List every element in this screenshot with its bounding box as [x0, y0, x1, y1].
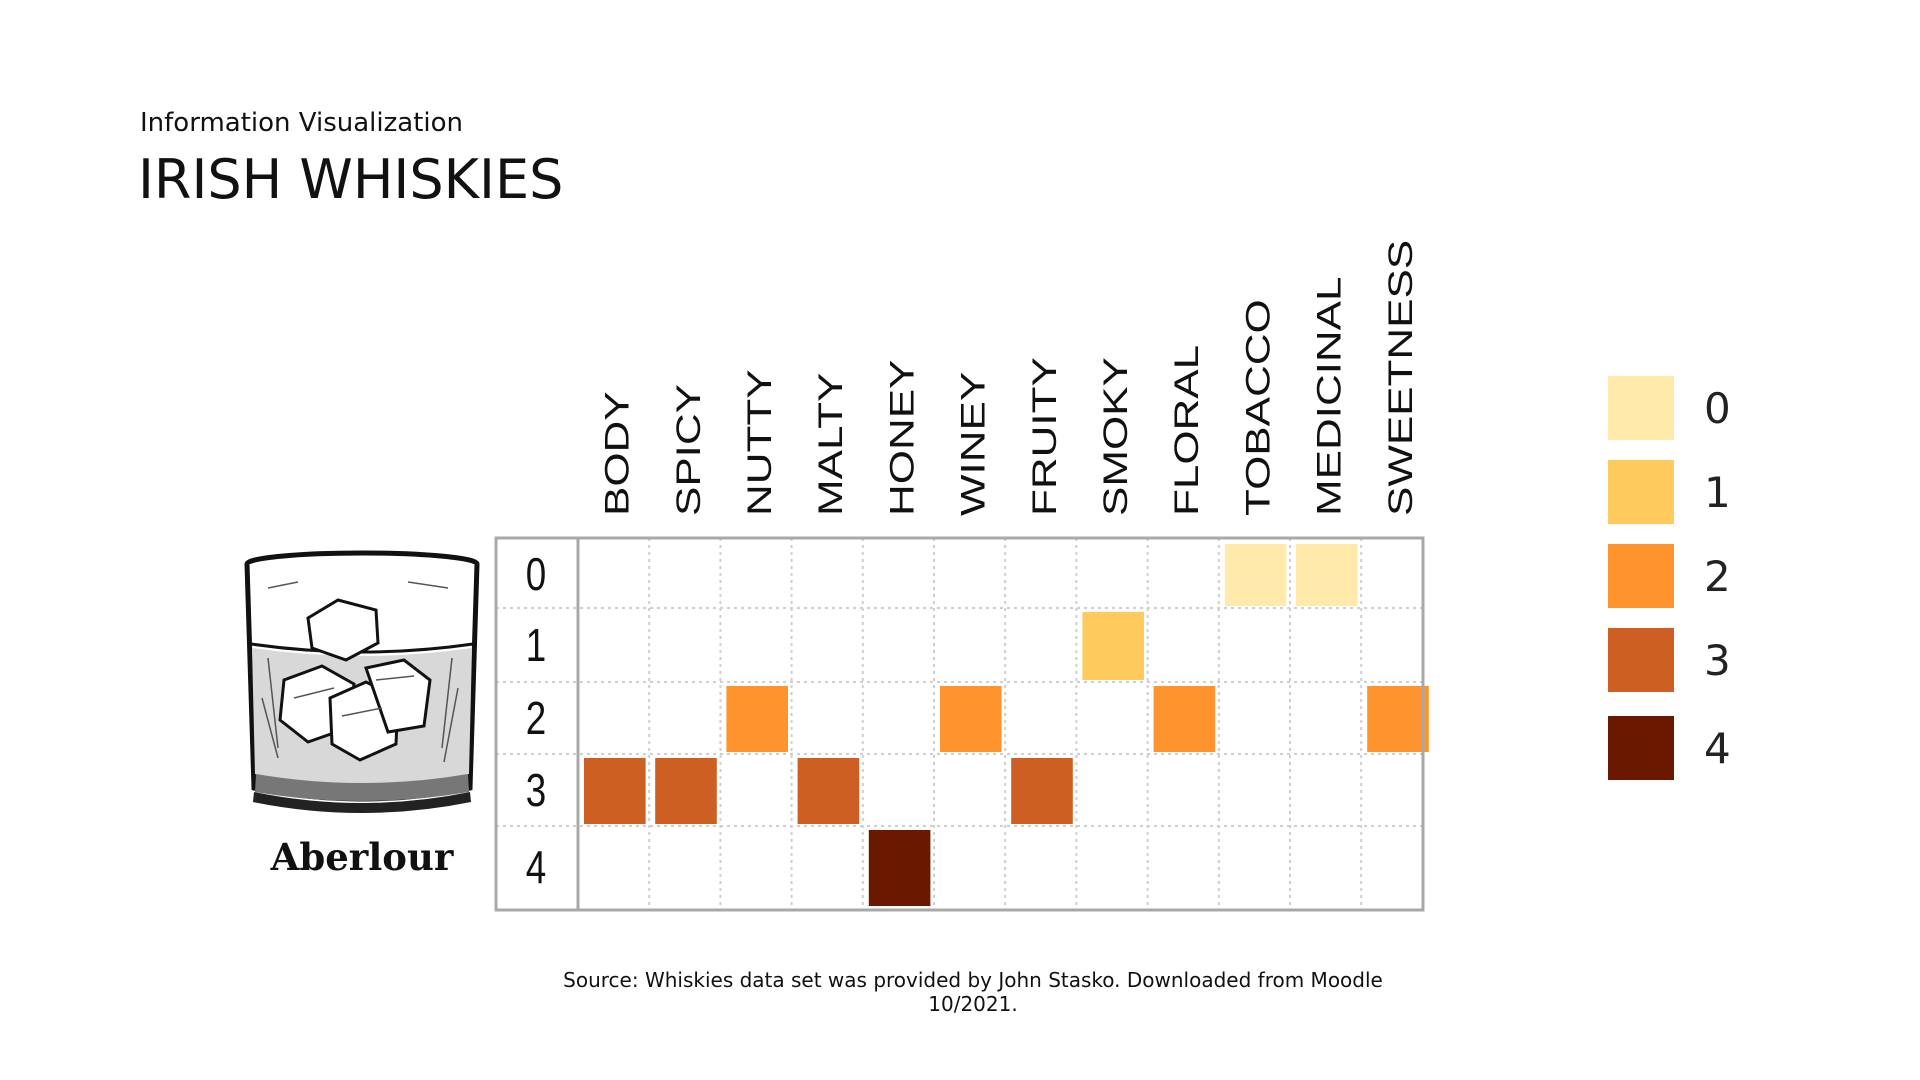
- legend-swatch-4: [1608, 716, 1674, 780]
- row-label-2: 2: [526, 692, 546, 744]
- source-note: Source: Whiskies data set was provided b…: [563, 968, 1383, 1016]
- heatmap-cell-floral: [1153, 686, 1216, 752]
- column-label-floral: FLORAL: [1168, 345, 1206, 516]
- heatmap-cell-honey: [868, 830, 931, 906]
- page-subtitle: Information Visualization: [140, 108, 463, 138]
- row-label-4: 4: [526, 841, 546, 893]
- column-label-smoky: SMOKY: [1097, 357, 1135, 516]
- column-labels: BODY SPICY NUTTY MALTY HONEY WINEY FRUITY SMOKY…: [598, 240, 1419, 516]
- column-label-winey: WINEY: [954, 372, 992, 516]
- column-label-fruity: FRUITY: [1025, 357, 1063, 516]
- column-label-medicinal: MEDICINAL: [1310, 277, 1348, 516]
- chart-frame: [494, 536, 1425, 912]
- heatmap-cell-malty: [797, 758, 860, 824]
- heatmap-cell-fruity: [1011, 758, 1073, 824]
- chart-cells: [584, 544, 1429, 906]
- heatmap-cell-body: [584, 758, 646, 824]
- chart-grid: [496, 538, 1423, 910]
- row-labels: 0 1 2 3 4: [526, 548, 546, 893]
- whisky-glass-icon: [244, 550, 480, 813]
- chart-border: [494, 536, 1425, 912]
- legend-label-4: 4: [1704, 724, 1731, 773]
- whisky-name: Aberlour: [270, 835, 454, 879]
- column-label-honey: HONEY: [883, 360, 921, 516]
- row-label-1: 1: [526, 619, 546, 671]
- legend-swatch-3: [1608, 628, 1674, 692]
- legend-label-0: 0: [1704, 384, 1731, 433]
- column-label-sweetness: SWEETNESS: [1381, 240, 1419, 516]
- page-title: IRISH WHISKIES: [138, 148, 564, 211]
- legend-label-1: 1: [1704, 468, 1731, 517]
- legend-swatch-2: [1608, 544, 1674, 608]
- column-label-spicy: SPICY: [669, 384, 707, 516]
- column-label-nutty: NUTTY: [741, 369, 779, 516]
- row-label-0: 0: [526, 548, 546, 600]
- legend-swatch-1: [1608, 460, 1674, 524]
- legend-label-2: 2: [1704, 552, 1731, 601]
- heatmap-cell-winey: [940, 686, 1002, 752]
- heatmap-cell-nutty: [726, 686, 788, 752]
- column-label-tobacco: TOBACCO: [1239, 299, 1277, 516]
- heatmap-cell-smoky: [1082, 612, 1144, 680]
- row-label-3: 3: [526, 764, 546, 816]
- legend-swatch-0: [1608, 376, 1674, 440]
- column-label-malty: MALTY: [812, 373, 850, 516]
- column-label-body: BODY: [598, 391, 636, 516]
- chart-legend: 0 1 2 3 4: [1608, 376, 1731, 780]
- heatmap-cell-tobacco: [1224, 544, 1287, 606]
- heatmap-cell-spicy: [655, 758, 717, 824]
- heatmap-cell-medicinal: [1296, 544, 1358, 606]
- legend-label-3: 3: [1704, 636, 1731, 685]
- heatmap-cell-sweetness: [1367, 686, 1429, 752]
